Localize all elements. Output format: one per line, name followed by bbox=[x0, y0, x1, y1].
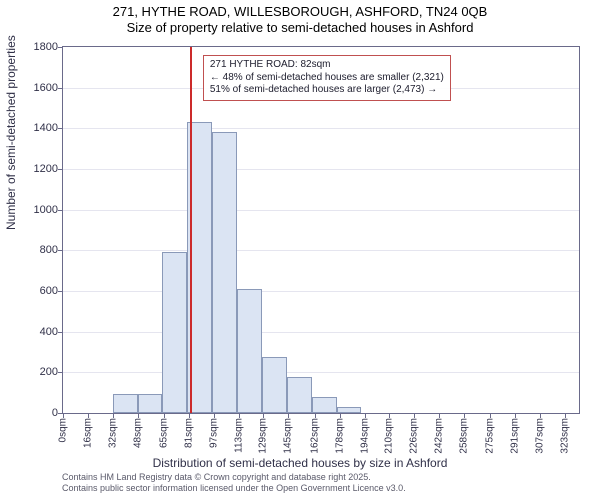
ytick-label: 200 bbox=[8, 366, 58, 378]
footer-attribution: Contains HM Land Registry data © Crown c… bbox=[62, 472, 406, 494]
footer-line-2: Contains public sector information licen… bbox=[62, 483, 406, 494]
annotation-box: 271 HYTHE ROAD: 82sqm← 48% of semi-detac… bbox=[203, 55, 451, 101]
xtick-label: 275sqm bbox=[485, 418, 496, 454]
ytick-mark bbox=[58, 372, 63, 373]
histogram-bar bbox=[138, 394, 163, 413]
xtick-label: 16sqm bbox=[82, 418, 93, 448]
ytick-label: 600 bbox=[8, 285, 58, 297]
xtick-label: 113sqm bbox=[233, 418, 244, 453]
ytick-label: 1800 bbox=[8, 41, 58, 53]
histogram-bar bbox=[287, 377, 312, 413]
ytick-mark bbox=[58, 88, 63, 89]
histogram-bar bbox=[312, 397, 337, 413]
xtick-label: 97sqm bbox=[208, 418, 219, 448]
histogram-bar bbox=[212, 132, 237, 413]
xtick-label: 323sqm bbox=[560, 418, 571, 454]
gridline bbox=[63, 169, 579, 170]
xtick-label: 32sqm bbox=[107, 418, 118, 448]
ytick-label: 400 bbox=[8, 326, 58, 338]
xtick-label: 129sqm bbox=[258, 418, 269, 454]
xtick-label: 210sqm bbox=[384, 418, 395, 454]
ytick-mark bbox=[58, 128, 63, 129]
xtick-label: 81sqm bbox=[183, 418, 194, 448]
histogram-bar bbox=[113, 394, 138, 413]
annotation-line2: ← 48% of semi-detached houses are smalle… bbox=[210, 72, 444, 85]
xtick-label: 0sqm bbox=[58, 418, 69, 442]
ytick-label: 1000 bbox=[8, 204, 58, 216]
xtick-label: 48sqm bbox=[132, 418, 143, 448]
ytick-mark bbox=[58, 210, 63, 211]
plot-area: 271 HYTHE ROAD: 82sqm← 48% of semi-detac… bbox=[62, 46, 580, 414]
ytick-mark bbox=[58, 332, 63, 333]
gridline bbox=[63, 250, 579, 251]
title-line-1: 271, HYTHE ROAD, WILLESBOROUGH, ASHFORD,… bbox=[113, 4, 488, 19]
annotation-line1: 271 HYTHE ROAD: 82sqm bbox=[210, 59, 444, 72]
histogram-bar bbox=[337, 407, 362, 413]
footer-line-1: Contains HM Land Registry data © Crown c… bbox=[62, 472, 406, 483]
gridline bbox=[63, 332, 579, 333]
xtick-label: 226sqm bbox=[409, 418, 420, 454]
xtick-label: 162sqm bbox=[309, 418, 320, 454]
xtick-label: 145sqm bbox=[283, 418, 294, 454]
gridline bbox=[63, 372, 579, 373]
xtick-label: 258sqm bbox=[458, 418, 469, 454]
histogram-bar bbox=[162, 252, 187, 413]
gridline bbox=[63, 128, 579, 129]
title-line-2: Size of property relative to semi-detach… bbox=[0, 20, 600, 36]
ytick-mark bbox=[58, 47, 63, 48]
ytick-label: 1200 bbox=[8, 163, 58, 175]
chart-title: 271, HYTHE ROAD, WILLESBOROUGH, ASHFORD,… bbox=[0, 0, 600, 37]
xtick-label: 242sqm bbox=[434, 418, 445, 454]
annotation-line3: 51% of semi-detached houses are larger (… bbox=[210, 84, 444, 97]
xtick-label: 178sqm bbox=[334, 418, 345, 454]
ytick-label: 1600 bbox=[8, 82, 58, 94]
ytick-label: 800 bbox=[8, 244, 58, 256]
ytick-label: 1400 bbox=[8, 122, 58, 134]
gridline bbox=[63, 210, 579, 211]
ytick-mark bbox=[58, 291, 63, 292]
property-marker-line bbox=[190, 47, 192, 413]
xtick-label: 307sqm bbox=[535, 418, 546, 454]
x-axis-label: Distribution of semi-detached houses by … bbox=[0, 456, 600, 470]
chart-container: 271, HYTHE ROAD, WILLESBOROUGH, ASHFORD,… bbox=[0, 0, 600, 500]
histogram-bar bbox=[237, 289, 262, 413]
ytick-mark bbox=[58, 250, 63, 251]
gridline bbox=[63, 291, 579, 292]
xtick-label: 65sqm bbox=[159, 418, 170, 448]
xtick-label: 194sqm bbox=[359, 418, 370, 454]
histogram-bar bbox=[262, 357, 287, 413]
ytick-mark bbox=[58, 169, 63, 170]
xtick-label: 291sqm bbox=[510, 418, 521, 454]
ytick-label: 0 bbox=[8, 407, 58, 419]
